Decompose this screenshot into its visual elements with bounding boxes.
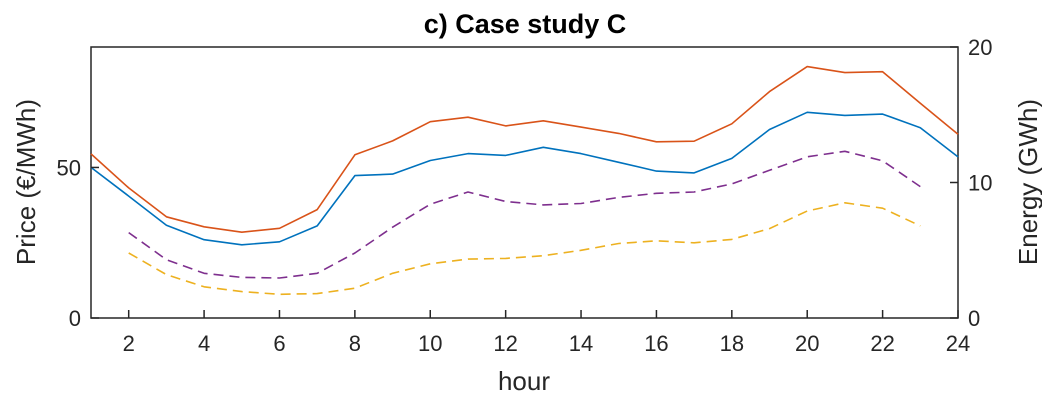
- x-tick-label: 4: [198, 331, 210, 356]
- chart-title: c) Case study C: [424, 9, 627, 39]
- x-axis: 2 4 6 8 10 12 14 16 18 20 22 24: [123, 310, 970, 356]
- series-line-4: [128, 202, 921, 296]
- x-axis-label: hour: [498, 366, 550, 396]
- right-y-tick-label: 20: [968, 35, 992, 60]
- x-tick-label: 22: [870, 331, 894, 356]
- x-tick-label: 10: [418, 331, 442, 356]
- x-tick-label: 14: [569, 331, 593, 356]
- x-tick-label: 6: [273, 331, 285, 356]
- x-tick-label: 12: [493, 331, 517, 356]
- plot-area: [90, 46, 959, 319]
- left-y-tick-label: 0: [69, 306, 81, 331]
- x-tick-label: 16: [644, 331, 668, 356]
- x-tick-label: 2: [123, 331, 135, 356]
- plot-frame: [90, 46, 959, 319]
- x-tick-label: 20: [795, 331, 819, 356]
- right-y-axis-label: Energy (GWh): [1013, 99, 1042, 265]
- right-y-axis: 0 10 20: [950, 35, 992, 331]
- x-tick-label: 24: [946, 331, 970, 356]
- series-line-1: [90, 65, 959, 233]
- x-tick-label: 18: [720, 331, 744, 356]
- left-y-axis: 0 50: [57, 155, 99, 331]
- left-y-axis-label: Price (€/MWh): [11, 99, 41, 265]
- x-tick-label: 8: [349, 331, 361, 356]
- right-y-tick-label: 0: [968, 306, 980, 331]
- left-y-tick-label: 50: [57, 155, 81, 180]
- series-layer: [90, 65, 959, 296]
- right-y-tick-label: 10: [968, 171, 992, 196]
- series-line-3: [128, 150, 921, 279]
- series-line-2: [90, 111, 959, 246]
